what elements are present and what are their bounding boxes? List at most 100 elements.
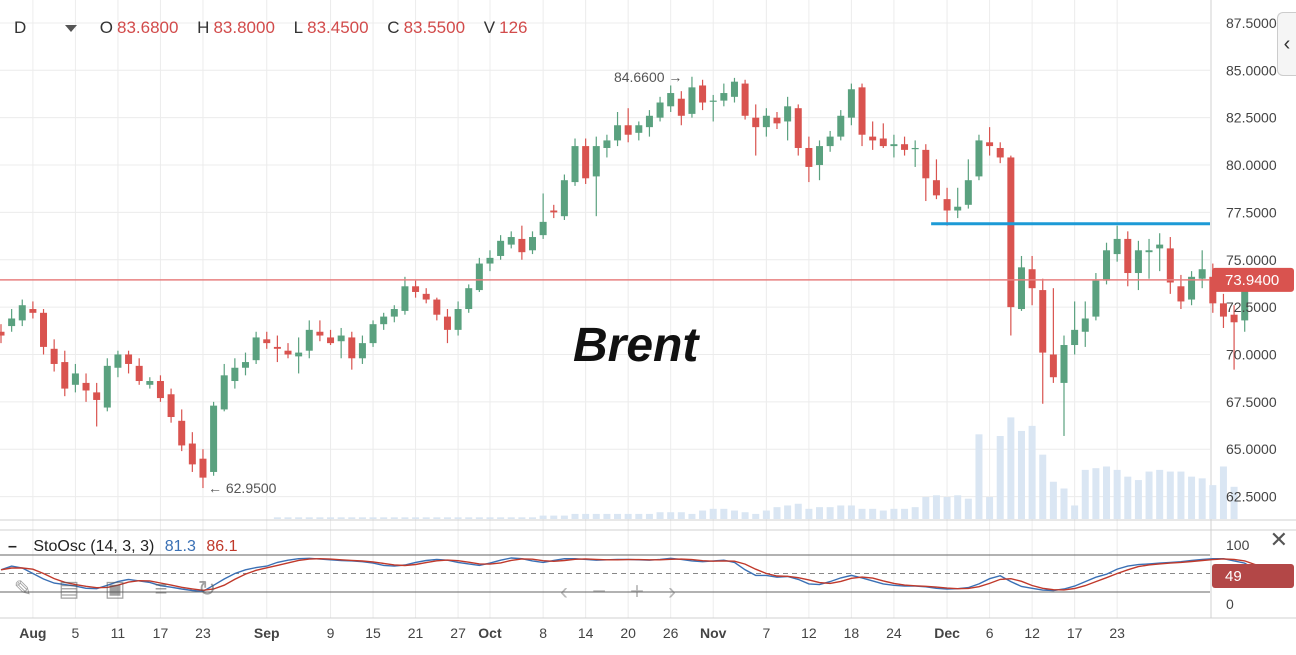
candlestick-series bbox=[0, 76, 1259, 489]
volume-bar bbox=[422, 517, 430, 519]
candle-body bbox=[1017, 267, 1025, 310]
candle-body bbox=[986, 142, 994, 147]
period-dropdown-icon[interactable] bbox=[65, 25, 78, 33]
volume-bar bbox=[380, 517, 388, 519]
y-tick-label: 77.5000 bbox=[1226, 204, 1277, 220]
x-tick-label: Oct bbox=[478, 625, 502, 641]
period-selector[interactable]: D bbox=[14, 18, 27, 37]
notes-icon[interactable]: ▤ bbox=[58, 576, 80, 601]
overlays: 84.6600 → ← 62.9500 bbox=[0, 69, 1210, 496]
candle-body bbox=[741, 83, 749, 116]
volume-value: 126 bbox=[499, 18, 528, 37]
candle-body bbox=[284, 350, 292, 355]
candle-body bbox=[550, 210, 558, 213]
close-indicator-icon[interactable]: ✕ bbox=[1269, 527, 1288, 552]
candle-body bbox=[114, 354, 122, 368]
volume-bar bbox=[996, 436, 1004, 519]
volume-bar bbox=[922, 496, 930, 519]
high-value: 83.8000 bbox=[213, 18, 275, 37]
x-tick-label: 11 bbox=[111, 625, 126, 641]
candle-body bbox=[40, 312, 48, 347]
volume-bar bbox=[624, 513, 632, 519]
volume-bar bbox=[305, 517, 313, 519]
y-tick-label: 85.0000 bbox=[1226, 62, 1277, 78]
stoch-value-bg bbox=[1212, 564, 1294, 588]
candle-body bbox=[869, 136, 877, 141]
x-tick-label: 14 bbox=[578, 625, 594, 641]
candle-body bbox=[167, 394, 175, 418]
candle-body bbox=[720, 93, 728, 101]
reset-icon[interactable]: ↻ bbox=[197, 576, 217, 601]
scroll-right-icon[interactable]: › bbox=[668, 578, 677, 605]
x-tick-label: 27 bbox=[450, 625, 466, 641]
zoom-in-icon[interactable]: + bbox=[630, 578, 645, 605]
chart-annotation-text: Brent bbox=[573, 319, 699, 372]
grid-lines bbox=[0, 0, 1296, 618]
candle-body bbox=[1028, 269, 1036, 289]
scroll-left-icon[interactable]: ‹ bbox=[560, 578, 568, 605]
candle-body bbox=[709, 100, 717, 102]
high-label: H bbox=[197, 18, 210, 37]
candle-body bbox=[539, 221, 547, 236]
candle-body bbox=[922, 149, 930, 179]
candle-body bbox=[401, 286, 409, 311]
x-tick-label: 17 bbox=[1067, 625, 1083, 641]
volume-bar bbox=[879, 510, 887, 519]
candle-body bbox=[220, 375, 228, 410]
settings-sliders-icon[interactable]: ≡ bbox=[154, 576, 168, 601]
low-value: 83.4500 bbox=[307, 18, 369, 37]
zoom-out-icon[interactable]: − bbox=[592, 578, 607, 605]
candle-body bbox=[327, 337, 335, 344]
x-tick-label: 12 bbox=[1024, 625, 1040, 641]
volume-bar bbox=[1145, 471, 1153, 519]
volume-bar bbox=[794, 503, 802, 519]
x-tick-label: Aug bbox=[19, 625, 46, 641]
volume-bar bbox=[784, 505, 792, 519]
volume-bar bbox=[1188, 476, 1196, 519]
x-tick-label: 24 bbox=[886, 625, 902, 641]
volume-bar bbox=[1124, 476, 1132, 519]
candle-body bbox=[1124, 238, 1132, 274]
volume-bar bbox=[954, 495, 962, 519]
volume-bar bbox=[1166, 471, 1174, 519]
volume-bar bbox=[465, 517, 473, 519]
x-tick-label: 17 bbox=[153, 625, 169, 641]
volume-bar bbox=[497, 517, 505, 519]
volume-bar bbox=[752, 513, 760, 519]
candle-body bbox=[943, 199, 951, 211]
candle-body bbox=[1198, 269, 1206, 279]
candle-body bbox=[348, 337, 356, 359]
volume-bar bbox=[645, 513, 653, 519]
candle-body bbox=[1188, 276, 1196, 300]
candle-body bbox=[178, 420, 186, 446]
x-tick-label: 18 bbox=[844, 625, 860, 641]
volume-bar bbox=[592, 513, 600, 519]
stoch-d-line bbox=[0, 557, 1277, 592]
y-tick-label: 75.0000 bbox=[1226, 252, 1277, 268]
collapse-indicator-icon[interactable]: – bbox=[8, 538, 17, 555]
close-value: 83.5500 bbox=[403, 18, 466, 37]
volume-bar bbox=[699, 510, 707, 519]
price-marker-label: 73.9400 bbox=[1225, 272, 1279, 289]
candle-body bbox=[390, 309, 398, 317]
pencil-icon[interactable]: ✎ bbox=[13, 576, 33, 601]
y-tick-label: 80.0000 bbox=[1226, 157, 1277, 173]
time-axis[interactable]: Aug 5 11 17 23 Sep 9 15 21 27 Oct 8 14 20 26 Nov 7 12 18 24… bbox=[0, 617, 1296, 641]
collapse-panel-button[interactable]: ‹ bbox=[1277, 12, 1296, 76]
candle-body bbox=[29, 309, 37, 313]
high-marker: 84.6600 → bbox=[614, 69, 683, 85]
volume-bar bbox=[550, 515, 558, 519]
volume-bar bbox=[741, 512, 749, 519]
candle-body bbox=[603, 140, 611, 148]
volume-bar bbox=[295, 517, 303, 519]
y-tick-label: 65.0000 bbox=[1226, 441, 1277, 457]
layers-icon[interactable]: ▣ bbox=[104, 576, 126, 601]
volume-bar bbox=[986, 496, 994, 519]
candle-body bbox=[688, 87, 696, 114]
x-tick-label: 23 bbox=[1109, 625, 1125, 641]
volume-bar bbox=[443, 517, 451, 519]
volume-bar bbox=[677, 512, 685, 519]
x-tick-label: 20 bbox=[620, 625, 636, 641]
price-axis[interactable]: 87.5000 85.0000 82.5000 80.0000 77.5000 75.00… bbox=[1212, 15, 1294, 505]
